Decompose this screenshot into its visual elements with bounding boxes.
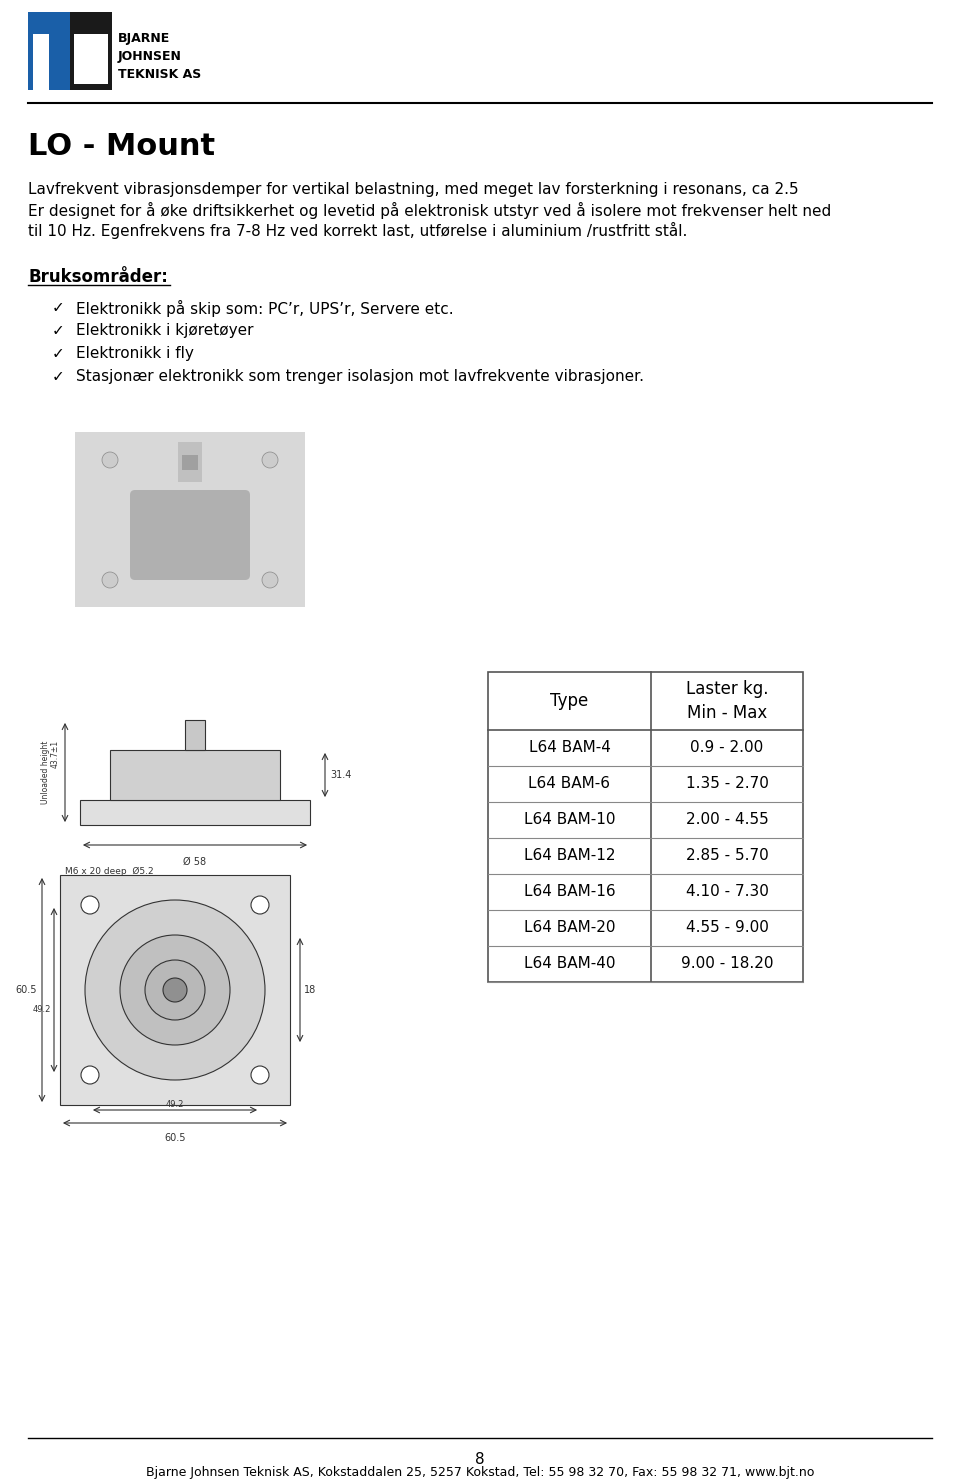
Circle shape [102, 451, 118, 468]
Circle shape [251, 895, 269, 915]
Text: Elektronikk på skip som: PC’r, UPS’r, Servere etc.: Elektronikk på skip som: PC’r, UPS’r, Se… [76, 300, 454, 317]
Text: Stasjonær elektronikk som trenger isolasjon mot lavfrekvente vibrasjoner.: Stasjonær elektronikk som trenger isolas… [76, 369, 644, 383]
Circle shape [262, 451, 278, 468]
Text: TEKNISK AS: TEKNISK AS [118, 68, 202, 81]
Bar [80, 801, 310, 824]
Text: Elektronikk i kjøretøyer: Elektronikk i kjøretøyer [76, 323, 253, 337]
Text: ✓: ✓ [52, 369, 64, 383]
Text: ✓: ✓ [52, 300, 64, 315]
Text: Bruksområder:: Bruksområder: [28, 268, 168, 286]
Bar [70, 12, 112, 90]
Text: 2.00 - 4.55: 2.00 - 4.55 [685, 813, 768, 827]
Bar [33, 78, 49, 90]
Bar [178, 443, 202, 482]
Text: BJARNE: BJARNE [118, 33, 170, 44]
Text: Unloaded height
43.7±1: Unloaded height 43.7±1 [40, 740, 60, 804]
Text: L64 BAM-12: L64 BAM-12 [524, 848, 615, 863]
Text: L64 BAM-10: L64 BAM-10 [524, 813, 615, 827]
Bar [185, 719, 205, 750]
Text: LO - Mount: LO - Mount [28, 132, 215, 161]
Text: 31.4: 31.4 [330, 770, 351, 780]
Circle shape [81, 1066, 99, 1083]
Text: Elektronikk i fly: Elektronikk i fly [76, 346, 194, 361]
Text: ✓: ✓ [52, 346, 64, 361]
Bar [110, 750, 280, 801]
Circle shape [262, 571, 278, 588]
Text: 0.9 - 2.00: 0.9 - 2.00 [690, 740, 763, 755]
FancyBboxPatch shape [130, 490, 250, 580]
Text: L64 BAM-16: L64 BAM-16 [524, 885, 615, 900]
Text: L64 BAM-40: L64 BAM-40 [524, 956, 615, 971]
Circle shape [102, 571, 118, 588]
Circle shape [120, 935, 230, 1045]
Text: L64 BAM-4: L64 BAM-4 [529, 740, 611, 755]
Text: Ø 58: Ø 58 [183, 857, 206, 867]
Bar [33, 34, 49, 84]
Circle shape [81, 895, 99, 915]
Circle shape [163, 978, 187, 1002]
Text: L64 BAM-6: L64 BAM-6 [529, 777, 611, 792]
Bar [488, 672, 803, 983]
Text: 8: 8 [475, 1452, 485, 1467]
Text: Lavfrekvent vibrasjonsdemper for vertikal belastning, med meget lav forsterkning: Lavfrekvent vibrasjonsdemper for vertika… [28, 182, 799, 197]
Text: 60.5: 60.5 [164, 1134, 185, 1143]
Bar [28, 12, 70, 90]
Text: 18: 18 [304, 986, 316, 995]
Bar [75, 432, 305, 607]
Text: M6 x 20 deep  Ø5.2: M6 x 20 deep Ø5.2 [65, 867, 154, 876]
Text: til 10 Hz. Egenfrekvens fra 7-8 Hz ved korrekt last, utførelse i aluminium /rust: til 10 Hz. Egenfrekvens fra 7-8 Hz ved k… [28, 222, 687, 238]
Bar [74, 34, 108, 84]
Text: 49.2: 49.2 [33, 1005, 51, 1014]
Text: Type: Type [550, 693, 588, 710]
Bar [182, 454, 198, 471]
Text: JOHNSEN: JOHNSEN [118, 50, 181, 64]
Text: Laster kg.
Min - Max: Laster kg. Min - Max [685, 679, 768, 722]
Circle shape [145, 961, 205, 1020]
Text: ✓: ✓ [52, 323, 64, 337]
Text: 4.55 - 9.00: 4.55 - 9.00 [685, 921, 768, 935]
Text: 2.85 - 5.70: 2.85 - 5.70 [685, 848, 768, 863]
Text: 9.00 - 18.20: 9.00 - 18.20 [681, 956, 773, 971]
Text: 49.2: 49.2 [166, 1100, 184, 1109]
Text: Er designet for å øke driftsikkerhet og levetid på elektronisk utstyr ved å isol: Er designet for å øke driftsikkerhet og … [28, 201, 831, 219]
Text: L64 BAM-20: L64 BAM-20 [524, 921, 615, 935]
Bar [60, 875, 290, 1106]
Text: 4.10 - 7.30: 4.10 - 7.30 [685, 885, 768, 900]
Text: Bjarne Johnsen Teknisk AS, Kokstaddalen 25, 5257 Kokstad, Tel: 55 98 32 70, Fax:: Bjarne Johnsen Teknisk AS, Kokstaddalen … [146, 1467, 814, 1479]
Circle shape [251, 1066, 269, 1083]
Circle shape [85, 900, 265, 1080]
Text: 1.35 - 2.70: 1.35 - 2.70 [685, 777, 768, 792]
Text: 60.5: 60.5 [15, 986, 37, 995]
